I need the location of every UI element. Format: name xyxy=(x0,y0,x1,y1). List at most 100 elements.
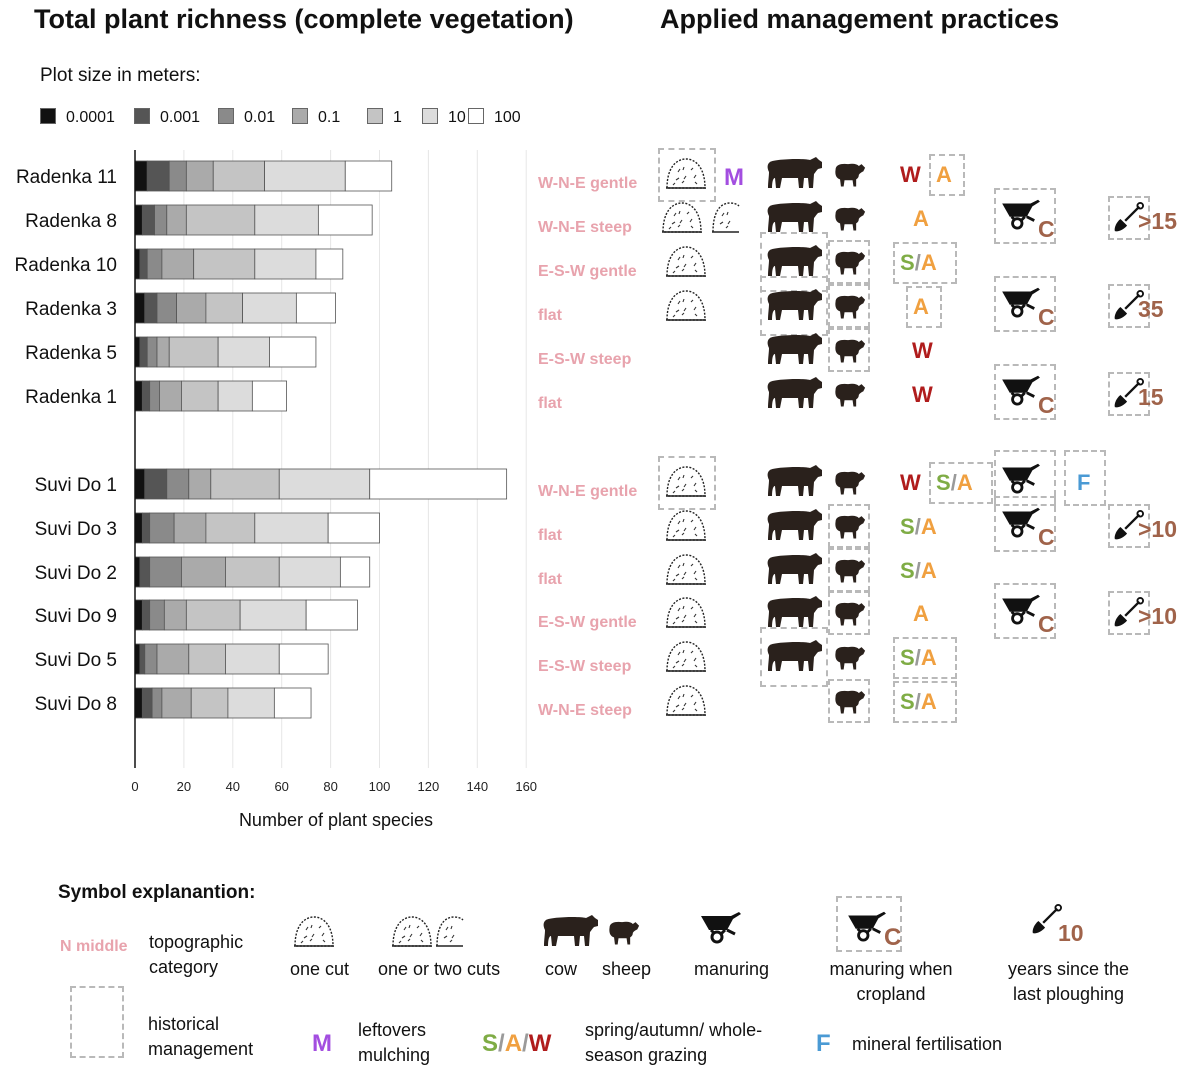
legend-label: 0.001 xyxy=(160,109,201,126)
cow-shape xyxy=(767,333,822,364)
cow-icon xyxy=(764,198,824,241)
plough-box xyxy=(1108,372,1150,416)
wheelbarrow-shape xyxy=(1002,463,1040,494)
sheep-shape xyxy=(835,515,866,539)
topo-label: E-S-W steep xyxy=(538,351,632,368)
manure-historical-box xyxy=(994,450,1056,506)
bar-segment xyxy=(217,380,253,412)
sheep-icon xyxy=(832,468,866,501)
bar-segment xyxy=(141,204,155,236)
historical-sheep-box xyxy=(828,240,870,284)
historical-label: historical management xyxy=(148,1014,254,1059)
cow-shape xyxy=(543,915,598,946)
bar-segment xyxy=(254,204,319,236)
bar-segment xyxy=(159,380,182,412)
bar-segment xyxy=(134,292,146,324)
bar-segment xyxy=(225,556,280,588)
cow-icon xyxy=(764,637,824,680)
bar-segment xyxy=(149,380,160,412)
cropland-letter: C xyxy=(1038,524,1055,550)
one-or-two-cuts-label: one or two cuts xyxy=(378,959,501,979)
bar-segment xyxy=(205,512,256,544)
historical-grazing-box xyxy=(893,242,957,284)
wheelbarrow-shape xyxy=(1002,507,1040,538)
x-tick-label: 100 xyxy=(369,779,391,794)
bar-segment xyxy=(139,556,151,588)
wheelbarrow-icon xyxy=(698,908,746,949)
legend-item: 0.1 xyxy=(292,108,340,127)
one-cut-icon xyxy=(664,552,708,591)
sheep-icon xyxy=(832,204,866,237)
bar-segment xyxy=(134,468,146,500)
bar-segment xyxy=(141,599,151,631)
x-tick-label: 80 xyxy=(323,779,337,794)
haystack-icon xyxy=(392,916,432,947)
x-tick-label: 20 xyxy=(177,779,191,794)
bar-segment xyxy=(141,512,151,544)
haystack-partial-icon xyxy=(712,202,740,233)
haystack-partial-icon xyxy=(436,916,464,947)
legend-item: 0.001 xyxy=(134,108,200,127)
topo-label: topographic category xyxy=(149,932,244,977)
legend-swatch xyxy=(218,108,234,124)
one-cut-icon xyxy=(664,464,708,503)
cow-icon xyxy=(764,506,824,549)
historical-sheep-box xyxy=(828,504,870,548)
second-cut-icon xyxy=(710,200,740,239)
cow-icon xyxy=(764,330,824,373)
bar-segment xyxy=(264,160,346,192)
mulch-letter: M xyxy=(312,1030,332,1057)
plough-box xyxy=(1108,591,1150,635)
sheep-icon xyxy=(832,292,866,325)
legend-swatch xyxy=(468,108,484,124)
legend-label: 0.0001 xyxy=(66,109,115,126)
bar-segment xyxy=(144,468,168,500)
cow-icon xyxy=(764,374,824,417)
wheelbarrow-icon xyxy=(1000,504,1044,543)
bar-segment xyxy=(185,160,214,192)
grazing-letters: W xyxy=(900,470,921,495)
grazing-letters: S/A xyxy=(900,689,937,714)
bar-segment xyxy=(161,248,195,280)
shovel-icon xyxy=(1112,378,1144,415)
grazing-letters: W xyxy=(912,338,933,363)
wheelbarrow-icon xyxy=(1000,196,1044,235)
bar-segment xyxy=(139,643,146,675)
plough-box xyxy=(1108,196,1150,240)
topo-label: flat xyxy=(538,571,562,588)
bar-segment xyxy=(154,204,168,236)
bar-segment xyxy=(166,468,190,500)
bar-segment xyxy=(134,204,143,236)
grazing-label: spring/autumn/ whole-season grazing xyxy=(585,1020,763,1065)
topo-label: W-N-E gentle xyxy=(538,483,638,500)
one-cut-icon xyxy=(664,288,708,327)
bar-segment xyxy=(176,292,207,324)
shovel-icon xyxy=(1112,597,1144,634)
shovel-shape xyxy=(1032,904,1062,934)
bar-segment xyxy=(149,599,165,631)
sheep-shape xyxy=(835,207,866,231)
haystack-icon xyxy=(666,466,706,497)
historical-cow-box xyxy=(760,627,828,687)
bar-segment xyxy=(315,248,344,280)
haystack-icon xyxy=(666,641,706,672)
legend-item: 1 xyxy=(367,108,402,127)
topo-label: W-N-E gentle xyxy=(538,175,638,192)
category-label: Suvi Do 8 xyxy=(35,694,117,715)
bar-segment xyxy=(181,380,219,412)
cow-icon xyxy=(764,462,824,505)
manure-cropland-box xyxy=(836,896,902,952)
bar-segment xyxy=(149,512,175,544)
category-label: Radenka 11 xyxy=(16,167,117,188)
mulch-letter: M xyxy=(724,164,744,191)
category-label: Suvi Do 5 xyxy=(35,650,117,671)
historical-mowing-box xyxy=(658,148,716,202)
shovel-shape xyxy=(1114,378,1144,408)
bar-segment xyxy=(344,160,393,192)
bar-segment xyxy=(269,336,317,368)
fert-label: mineral fertilisation xyxy=(852,1034,1003,1054)
haystack-icon xyxy=(662,202,702,233)
historical-sheep-box xyxy=(828,284,870,328)
grazing-letters: W xyxy=(900,162,921,187)
bar-segment xyxy=(134,380,143,412)
